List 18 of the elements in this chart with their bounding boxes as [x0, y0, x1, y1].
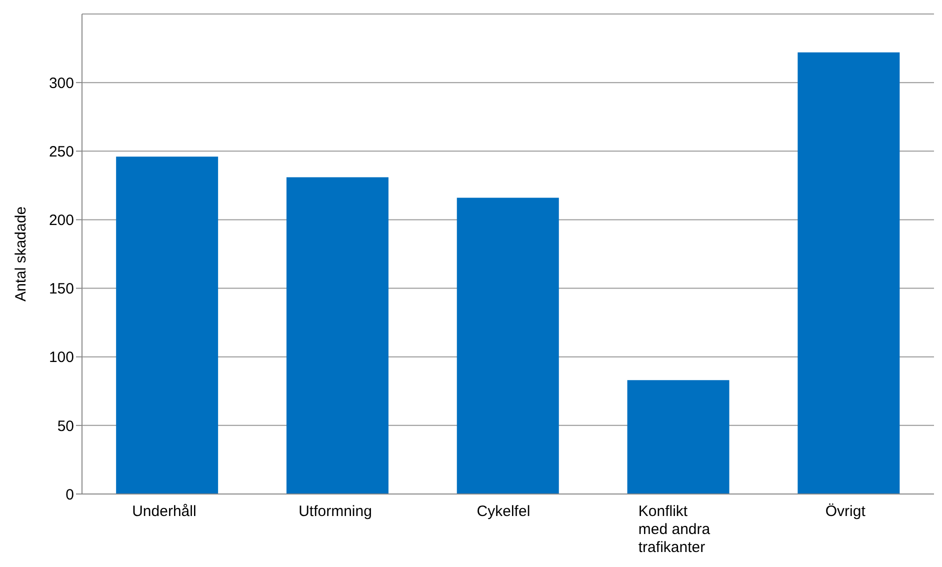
x-tick-label: Konflikt med andra trafikanter	[638, 503, 711, 556]
bar	[456, 198, 559, 494]
bar	[116, 156, 218, 494]
x-tick-label: Cykelfel	[476, 503, 530, 520]
bar	[286, 177, 388, 494]
y-tick-label: 100	[48, 349, 74, 366]
y-axis-title: Antal skadade	[12, 206, 30, 302]
x-tick-label: Underhåll	[132, 503, 196, 520]
y-tick-label: 250	[48, 143, 74, 160]
y-tick-label: 200	[48, 212, 74, 230]
y-tick-label: 150	[48, 280, 74, 298]
y-tick-label: 0	[66, 486, 74, 504]
y-tick-label: 300	[48, 74, 74, 92]
y-tick-label: 50	[57, 418, 74, 435]
x-tick-label: Övrigt	[825, 503, 866, 520]
bar	[627, 380, 730, 494]
bar	[798, 52, 900, 494]
x-tick-label: Utformning	[298, 503, 372, 520]
